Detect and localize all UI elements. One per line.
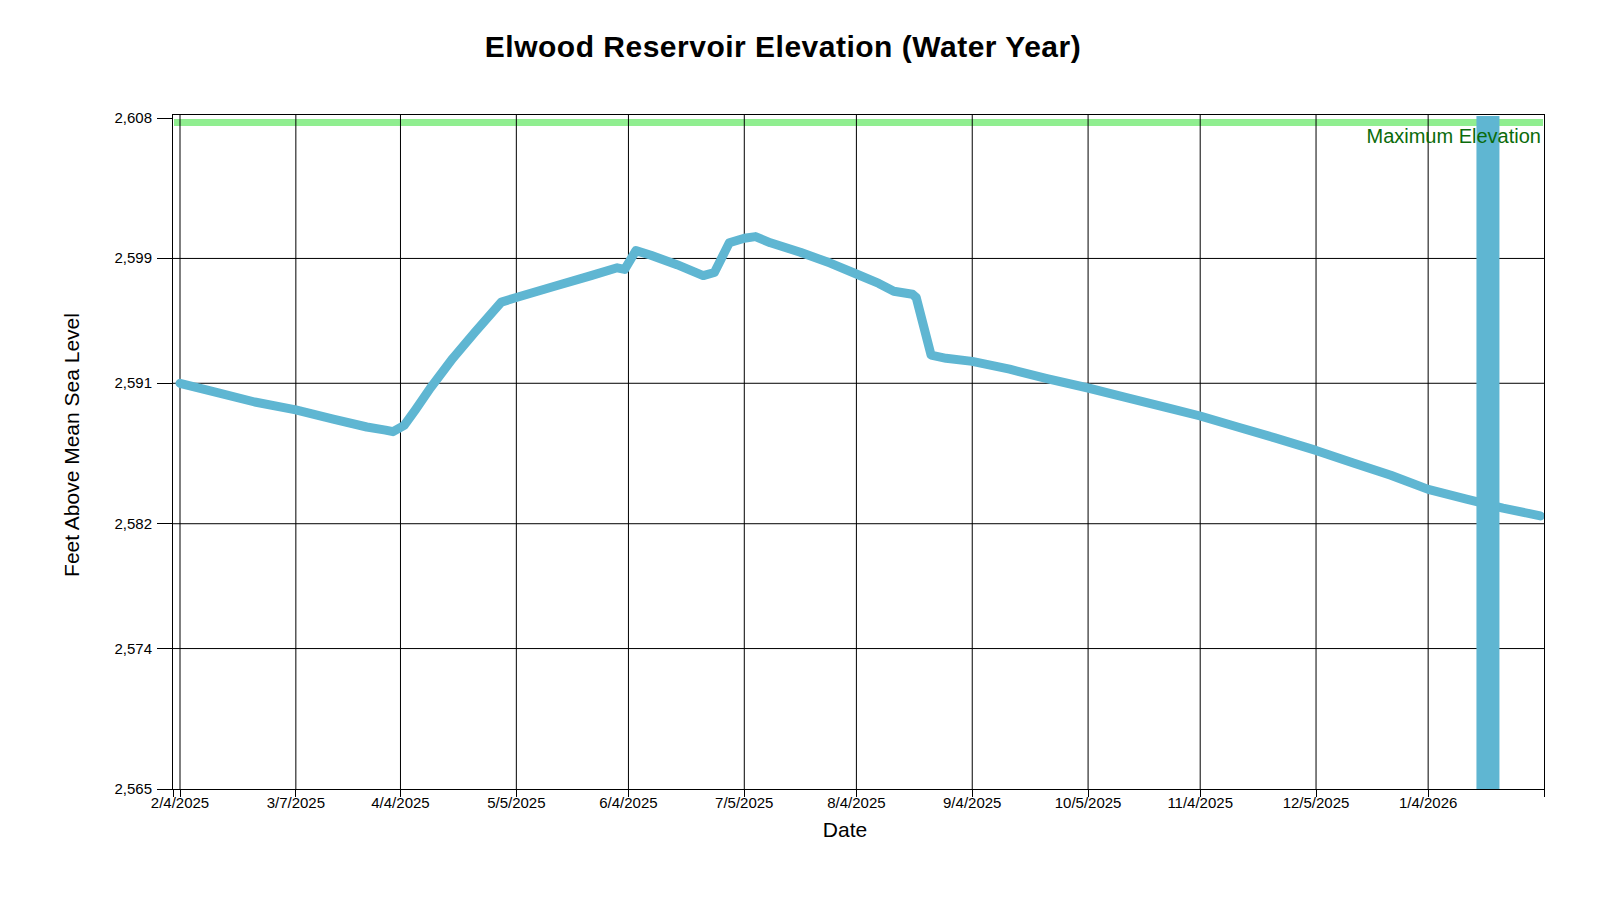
y-tick-mark bbox=[157, 258, 172, 259]
maximum-elevation-band bbox=[174, 119, 1543, 126]
y-tick-label: 2,608 bbox=[62, 109, 152, 127]
x-tick-label: 9/4/2025 bbox=[912, 794, 1032, 812]
x-tick-label: 3/7/2025 bbox=[236, 794, 356, 812]
y-tick-label: 2,599 bbox=[62, 249, 152, 267]
x-tick-label: 6/4/2025 bbox=[568, 794, 688, 812]
y-tick-mark bbox=[157, 789, 172, 790]
x-tick-label: 2/4/2025 bbox=[120, 794, 240, 812]
x-tick-label: 1/4/2026 bbox=[1368, 794, 1488, 812]
reservoir-elevation-chart: Elwood Reservoir Elevation (Water Year) … bbox=[0, 0, 1600, 900]
x-tick-label: 11/4/2025 bbox=[1140, 794, 1260, 812]
plot-area: Maximum Elevation bbox=[172, 114, 1545, 790]
x-tick-label: 4/4/2025 bbox=[340, 794, 460, 812]
y-tick-label: 2,591 bbox=[62, 374, 152, 392]
x-tick-label: 10/5/2025 bbox=[1028, 794, 1148, 812]
plot-svg bbox=[173, 115, 1544, 789]
x-tick-label: 12/5/2025 bbox=[1256, 794, 1376, 812]
x-tick-label: 5/5/2025 bbox=[456, 794, 576, 812]
y-tick-mark bbox=[157, 118, 172, 119]
y-tick-mark bbox=[157, 383, 172, 384]
chart-title: Elwood Reservoir Elevation (Water Year) bbox=[0, 30, 1566, 64]
anomaly-spike-bar bbox=[1476, 116, 1499, 789]
y-tick-mark bbox=[157, 523, 172, 524]
x-tick-label: 7/5/2025 bbox=[684, 794, 804, 812]
x-axis-title: Date bbox=[823, 818, 867, 842]
x-tick-label: 8/4/2025 bbox=[796, 794, 916, 812]
maximum-elevation-label: Maximum Elevation bbox=[1366, 125, 1541, 148]
y-tick-label: 2,574 bbox=[62, 640, 152, 658]
x-tick-mark bbox=[1544, 789, 1545, 797]
elevation-line bbox=[180, 237, 1540, 516]
y-tick-mark bbox=[157, 648, 172, 649]
y-axis-title: Feet Above Mean Sea Level bbox=[60, 313, 84, 577]
y-tick-label: 2,582 bbox=[62, 515, 152, 533]
